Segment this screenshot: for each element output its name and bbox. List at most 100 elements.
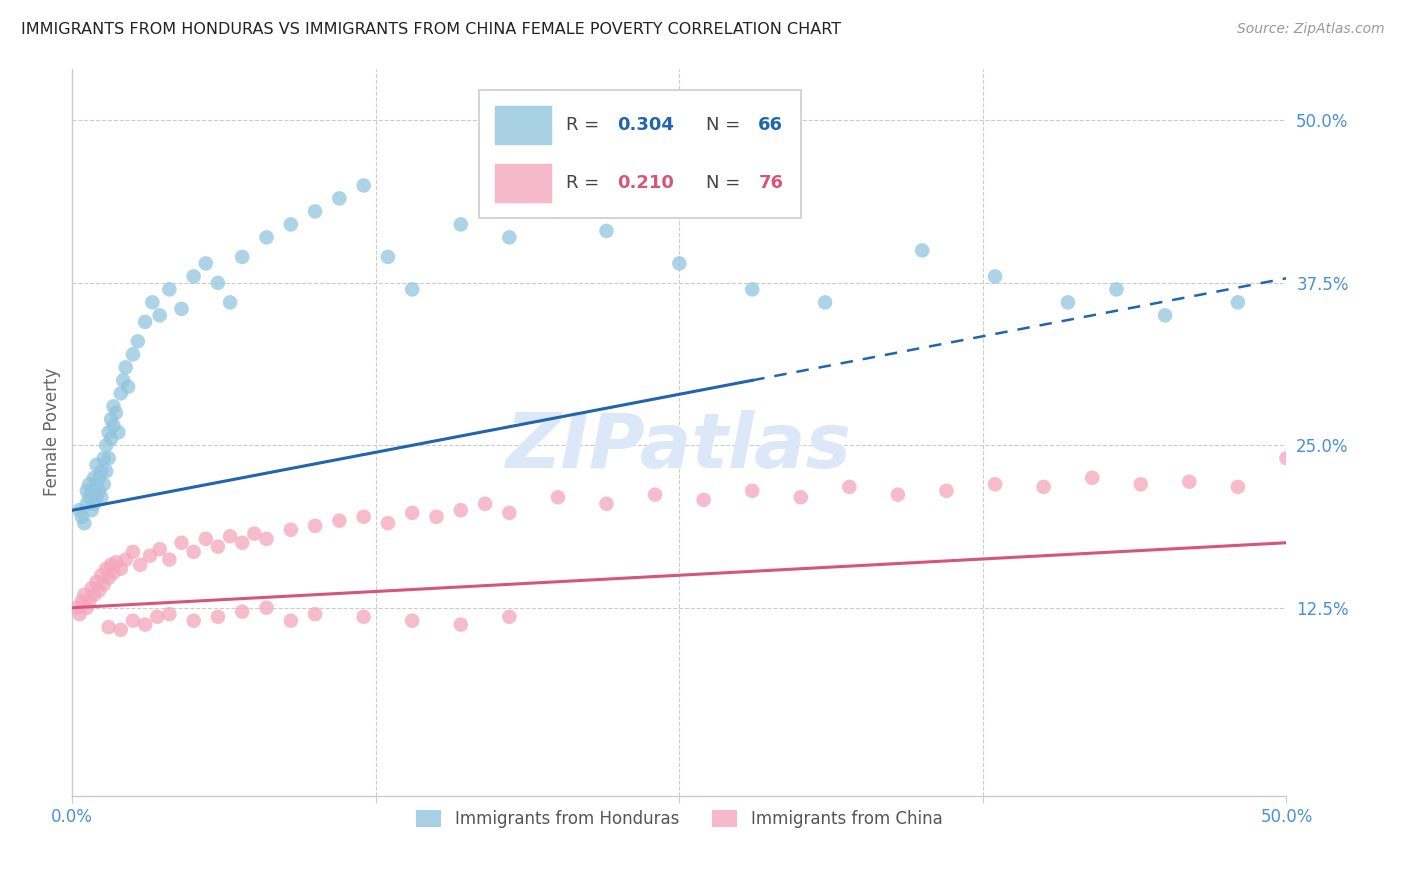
Point bbox=[668, 256, 690, 270]
Point bbox=[86, 458, 108, 472]
Point bbox=[219, 295, 242, 310]
Point bbox=[127, 334, 149, 349]
Point bbox=[304, 204, 326, 219]
Point bbox=[157, 607, 180, 622]
Point bbox=[644, 488, 666, 502]
Point bbox=[96, 464, 118, 478]
Point bbox=[100, 412, 122, 426]
Point bbox=[547, 490, 569, 504]
Point bbox=[207, 276, 229, 290]
Point bbox=[76, 600, 98, 615]
Point bbox=[87, 583, 110, 598]
Point bbox=[97, 620, 120, 634]
Point bbox=[104, 406, 127, 420]
Point bbox=[401, 614, 423, 628]
Point bbox=[110, 386, 132, 401]
Point bbox=[1226, 295, 1249, 310]
Point bbox=[1226, 480, 1249, 494]
Point bbox=[110, 562, 132, 576]
Point bbox=[401, 282, 423, 296]
Text: 0.304: 0.304 bbox=[617, 116, 675, 135]
Text: N =: N = bbox=[706, 116, 741, 135]
Point bbox=[157, 282, 180, 296]
Point bbox=[134, 315, 156, 329]
Y-axis label: Female Poverty: Female Poverty bbox=[44, 368, 60, 497]
Point bbox=[83, 497, 105, 511]
Point bbox=[595, 224, 617, 238]
Text: IMMIGRANTS FROM HONDURAS VS IMMIGRANTS FROM CHINA FEMALE POVERTY CORRELATION CHA: IMMIGRANTS FROM HONDURAS VS IMMIGRANTS F… bbox=[21, 22, 841, 37]
Point bbox=[87, 471, 110, 485]
Point bbox=[97, 425, 120, 440]
Point bbox=[103, 418, 125, 433]
Point bbox=[103, 566, 125, 580]
Point bbox=[141, 295, 163, 310]
Point bbox=[110, 623, 132, 637]
Point bbox=[183, 269, 205, 284]
Point bbox=[66, 600, 89, 615]
Point bbox=[425, 509, 447, 524]
Point bbox=[146, 609, 169, 624]
Point bbox=[93, 577, 115, 591]
Point bbox=[450, 617, 472, 632]
Point bbox=[86, 490, 108, 504]
Text: Source: ZipAtlas.com: Source: ZipAtlas.com bbox=[1237, 22, 1385, 37]
Point bbox=[86, 574, 108, 589]
Point bbox=[73, 588, 96, 602]
Point bbox=[814, 295, 837, 310]
Legend: Immigrants from Honduras, Immigrants from China: Immigrants from Honduras, Immigrants fro… bbox=[409, 804, 949, 835]
FancyBboxPatch shape bbox=[494, 163, 553, 203]
Point bbox=[87, 483, 110, 498]
Point bbox=[377, 516, 399, 531]
Point bbox=[103, 400, 125, 414]
Point bbox=[498, 609, 520, 624]
Point bbox=[256, 600, 278, 615]
Point bbox=[69, 503, 91, 517]
Point bbox=[76, 483, 98, 498]
Point bbox=[1057, 295, 1080, 310]
Point bbox=[90, 490, 112, 504]
Point bbox=[77, 477, 100, 491]
Point bbox=[73, 516, 96, 531]
Point bbox=[122, 545, 145, 559]
Point bbox=[1178, 475, 1201, 489]
Point bbox=[498, 506, 520, 520]
Point bbox=[69, 607, 91, 622]
Point bbox=[353, 509, 375, 524]
Point bbox=[97, 451, 120, 466]
Point bbox=[984, 269, 1007, 284]
Point bbox=[256, 532, 278, 546]
Point bbox=[117, 380, 139, 394]
Point bbox=[328, 191, 350, 205]
Point bbox=[170, 301, 193, 316]
Point bbox=[231, 535, 253, 549]
Point bbox=[328, 514, 350, 528]
Point bbox=[194, 256, 217, 270]
Point bbox=[304, 519, 326, 533]
Point bbox=[96, 562, 118, 576]
Point bbox=[1105, 282, 1128, 296]
Text: 76: 76 bbox=[758, 175, 783, 193]
Point bbox=[93, 477, 115, 491]
Point bbox=[170, 535, 193, 549]
Point bbox=[838, 480, 860, 494]
FancyBboxPatch shape bbox=[479, 90, 801, 218]
Point bbox=[100, 432, 122, 446]
Point bbox=[70, 509, 93, 524]
Point bbox=[139, 549, 162, 563]
Point bbox=[911, 244, 934, 258]
Point bbox=[104, 555, 127, 569]
Point bbox=[70, 594, 93, 608]
Point bbox=[231, 605, 253, 619]
Point bbox=[280, 614, 302, 628]
Point bbox=[134, 617, 156, 632]
Point bbox=[790, 490, 813, 504]
Point bbox=[353, 178, 375, 193]
FancyBboxPatch shape bbox=[494, 105, 553, 145]
Point bbox=[76, 497, 98, 511]
Point bbox=[1275, 451, 1298, 466]
Point bbox=[112, 373, 135, 387]
Point bbox=[114, 552, 136, 566]
Point bbox=[80, 483, 103, 498]
Point bbox=[122, 347, 145, 361]
Point bbox=[474, 497, 496, 511]
